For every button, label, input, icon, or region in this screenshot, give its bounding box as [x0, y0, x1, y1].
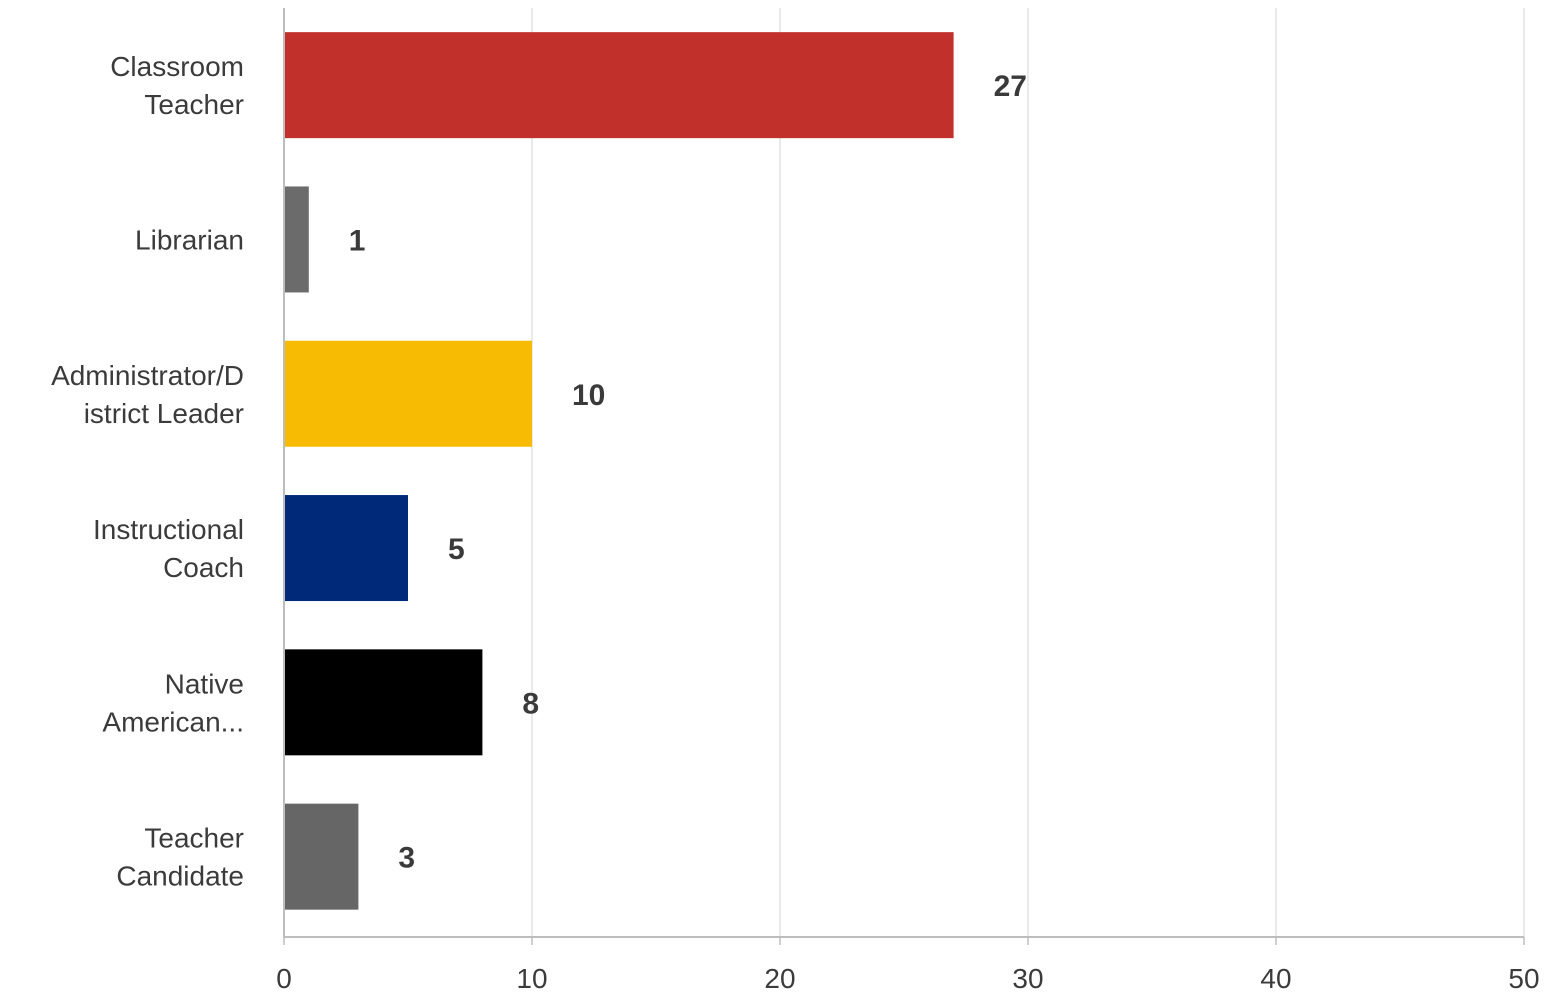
- x-tick-label: 20: [764, 963, 795, 994]
- category-label: Coach: [163, 552, 244, 583]
- category-label: Instructional: [93, 514, 244, 545]
- bar: [284, 649, 483, 756]
- category-label: Teacher: [144, 823, 244, 854]
- category-label: Native: [165, 668, 244, 699]
- gridlines: [531, 8, 1525, 937]
- x-tick-label: 0: [276, 963, 292, 994]
- x-tick-label: 50: [1508, 963, 1539, 994]
- labels: 0 10 20 30 40 50 27 Classroom Teacher 1 Librarian 1…: [51, 51, 1540, 994]
- bars: [284, 32, 954, 910]
- bar: [284, 803, 359, 910]
- category-label: Librarian: [135, 224, 244, 255]
- bar-value-label: 1: [349, 224, 366, 257]
- bar-value-label: 8: [522, 687, 539, 720]
- axes: [283, 8, 1525, 945]
- bar-value-label: 3: [398, 842, 415, 875]
- x-tick-label: 30: [1012, 963, 1043, 994]
- category-label: Candidate: [116, 861, 244, 892]
- bar: [284, 340, 532, 447]
- bar-value-label: 5: [448, 533, 465, 566]
- category-label: istrict Leader: [84, 398, 244, 429]
- x-tick-label: 40: [1260, 963, 1291, 994]
- bar-value-label: 27: [994, 70, 1027, 103]
- bar: [284, 186, 309, 293]
- bar: [284, 32, 954, 139]
- category-label: Classroom: [110, 51, 244, 82]
- category-label: American...: [102, 706, 244, 737]
- bar: [284, 495, 408, 602]
- category-label: Administrator/D: [51, 360, 244, 391]
- category-label: Teacher: [144, 89, 244, 120]
- x-tick-label: 10: [516, 963, 547, 994]
- bar-value-label: 10: [572, 379, 605, 412]
